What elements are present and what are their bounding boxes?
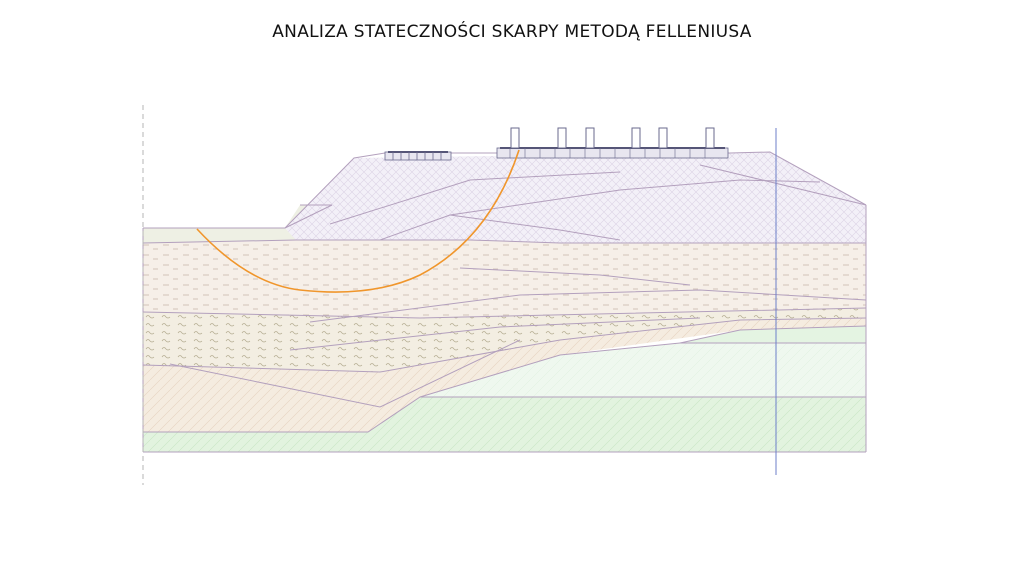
diagram-title: ANALIZA STATECZNOŚCI SKARPY METODĄ FELLE… (272, 22, 752, 42)
load-posts (510, 127, 715, 149)
load-post-5 (658, 127, 668, 149)
layer-deep-green (143, 397, 866, 452)
load-post-2 (557, 127, 567, 149)
layer-boundaries (142, 151, 867, 453)
load-post-6 (705, 127, 715, 149)
layer-green-strip (680, 326, 866, 343)
layer-embankment (285, 152, 866, 243)
layer-silty-gravel (143, 308, 866, 372)
layer-clay-dash (143, 240, 866, 318)
layer-topsoil-left (143, 202, 332, 243)
slip-surface-arc (196, 149, 520, 293)
track-left (384, 151, 452, 161)
load-post-4 (631, 127, 641, 149)
load-post-3 (585, 127, 595, 149)
load-post-1 (510, 127, 520, 149)
track-right (496, 147, 729, 159)
layer-light-green (420, 343, 866, 397)
layer-sand-lower (143, 318, 866, 432)
